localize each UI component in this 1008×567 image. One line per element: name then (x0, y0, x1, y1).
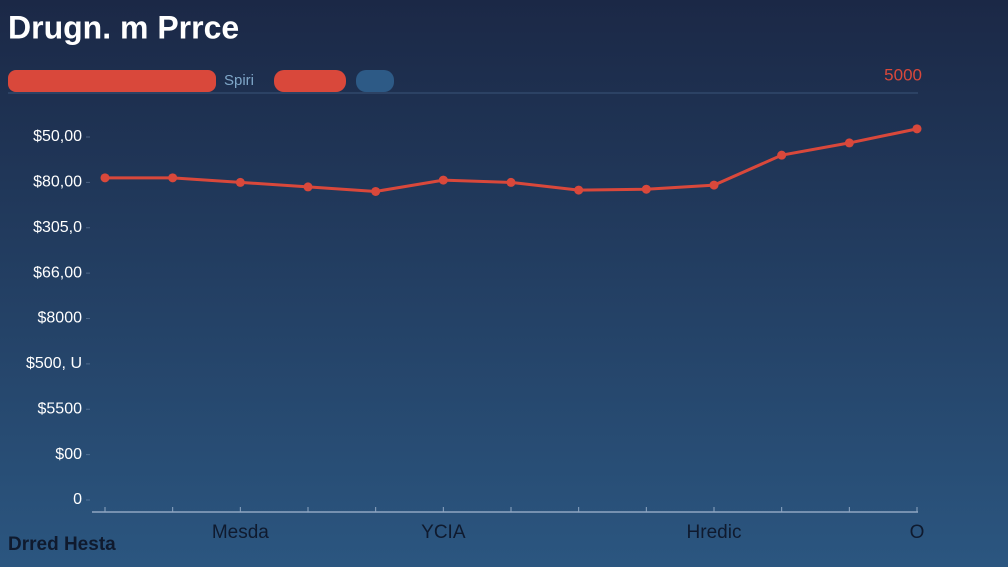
data-point (100, 173, 110, 183)
data-point (641, 184, 651, 194)
y-tick-label: $00 (55, 446, 82, 463)
chart-title: Drugn. m Prrce (8, 9, 239, 45)
annotation: 5000 (884, 65, 922, 84)
y-tick-label: $500, U (26, 355, 82, 372)
y-tick-label: 0 (73, 491, 82, 508)
y-tick-label: $66,00 (33, 264, 82, 281)
x-tick-label: Hredic (687, 522, 742, 543)
y-tick-label: $305,0 (33, 219, 82, 236)
data-point (709, 180, 719, 190)
data-point (303, 182, 313, 192)
data-point (371, 186, 381, 196)
x-tick-label: Mesda (212, 522, 269, 543)
data-point (438, 175, 448, 185)
data-point (844, 138, 854, 148)
data-point (574, 185, 584, 195)
data-point (506, 177, 516, 187)
legend-label[interactable]: Spiri (224, 72, 254, 89)
data-point (777, 150, 787, 160)
x-tick-label: YCIA (421, 522, 466, 543)
data-point (912, 124, 922, 134)
x-tick-label: O (910, 522, 925, 543)
data-point (235, 177, 245, 187)
y-tick-label: $5500 (38, 400, 83, 417)
data-point (168, 173, 178, 183)
legend-pill[interactable] (274, 70, 346, 92)
y-tick-label: $50,00 (33, 128, 82, 145)
legend-pill[interactable] (356, 70, 394, 92)
legend-swatch (8, 70, 216, 92)
y-tick-label: $80,00 (33, 174, 82, 191)
y-tick-label: $8000 (38, 310, 83, 327)
footer-label: Drred Hesta (8, 534, 116, 555)
